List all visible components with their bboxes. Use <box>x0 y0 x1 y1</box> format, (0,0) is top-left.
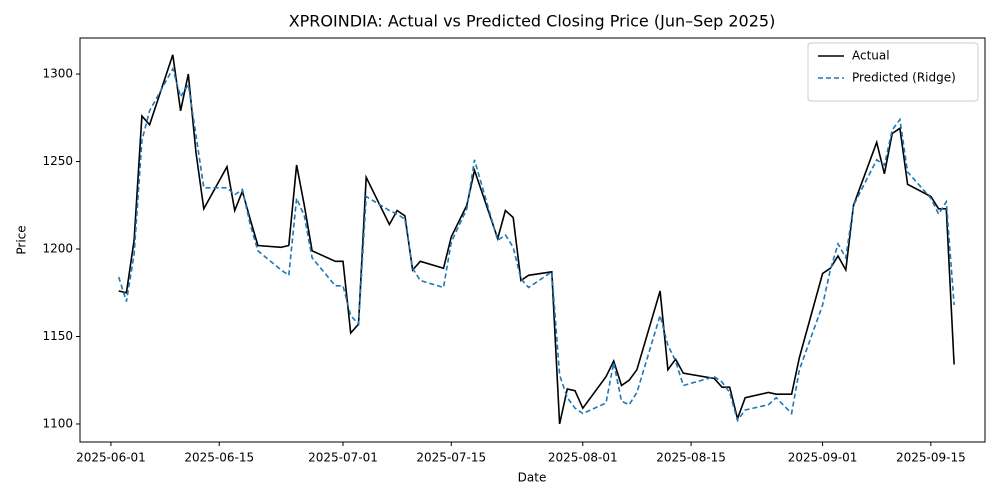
y-tick-label: 1250 <box>42 154 73 168</box>
x-tick-label: 2025-08-15 <box>656 451 726 465</box>
legend-box <box>807 42 979 102</box>
x-tick-label: 2025-06-01 <box>76 451 146 465</box>
y-tick-label: 1300 <box>42 67 73 81</box>
y-axis-label: Price <box>15 225 29 254</box>
x-tick-label: 2025-07-01 <box>308 451 378 465</box>
x-axis-label: Date <box>518 471 547 485</box>
legend-label: Predicted (Ridge) <box>852 71 956 85</box>
x-tick-label: 2025-07-15 <box>416 451 486 465</box>
legend-label: Actual <box>852 49 890 63</box>
x-tick-label: 2025-06-15 <box>184 451 254 465</box>
chart-title: XPROINDIA: Actual vs Predicted Closing P… <box>289 12 776 31</box>
y-tick-label: 1200 <box>42 242 73 256</box>
x-tick-label: 2025-09-01 <box>788 451 858 465</box>
x-tick-label: 2025-09-15 <box>896 451 966 465</box>
y-tick-label: 1150 <box>42 329 73 343</box>
series-line <box>117 66 955 423</box>
x-tick-label: 2025-08-01 <box>548 451 618 465</box>
y-tick-label: 1100 <box>42 416 73 430</box>
plot-frame <box>79 37 986 443</box>
